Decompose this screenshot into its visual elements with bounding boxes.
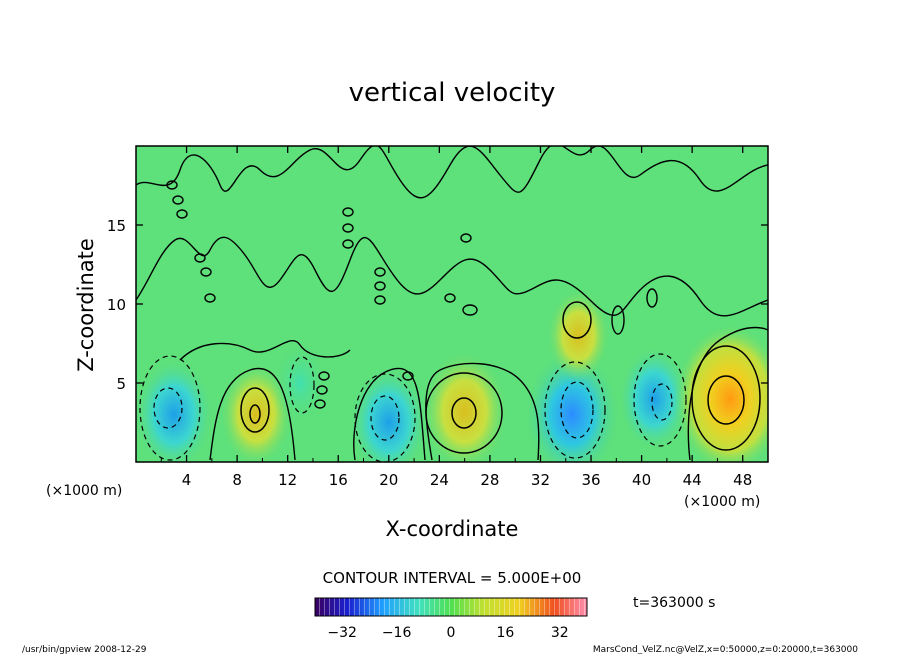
x-tick-label: 16 [329, 471, 348, 489]
x-tick-label: 4 [182, 471, 192, 489]
contour-islands [166, 180, 658, 409]
w-downdraft-patch [272, 340, 329, 426]
y-tick-label: 15 [107, 217, 126, 235]
time-label: t=363000 s [633, 595, 715, 611]
w-downdraft-patch [348, 365, 429, 462]
x-tick-label: 48 [733, 471, 752, 489]
y-axis: 5 10 15 [107, 217, 768, 393]
x-tick-label: 20 [379, 471, 398, 489]
x-tick-label: 24 [430, 471, 449, 489]
x-unit-left: (×1000 m) [46, 483, 122, 499]
contour-interval-label: CONTOUR INTERVAL = 5.000E+00 [323, 569, 582, 587]
x-tick-label: 32 [531, 471, 550, 489]
solid-contours [240, 301, 761, 454]
w-downdraft-patch [617, 346, 691, 452]
x-tick-label: 8 [232, 471, 242, 489]
x-tick-label: 40 [632, 471, 651, 489]
x-tick-label: 28 [480, 471, 499, 489]
footer-right: MarsCond_VelZ.nc@VelZ,x=0:50000,z=0:2000… [593, 645, 858, 654]
colorbar-tick-label: 16 [496, 625, 514, 641]
colorbar-tick-label: −16 [382, 625, 412, 641]
x-axis: 4 8 12 16 20 24 28 32 36 40 44 48 [160, 146, 752, 489]
dashed-contours [139, 353, 687, 462]
colorbar-tick-label: −32 [327, 625, 357, 641]
w-downdraft-patch [136, 357, 214, 462]
x-tick-label: 12 [278, 471, 297, 489]
footer-left: /usr/bin/gpview 2008-12-29 [22, 645, 147, 654]
colorbar-tick-label: 0 [447, 625, 456, 641]
x-tick-label: 44 [683, 471, 702, 489]
x-axis-label: X-coordinate [386, 517, 519, 541]
y-tick-label: 10 [107, 296, 126, 314]
chart-title: vertical velocity [349, 78, 556, 108]
x-tick-label: 36 [581, 471, 600, 489]
w-downdraft-patch [523, 347, 621, 462]
colorbar: −32 −16 0 16 32 [314, 597, 588, 641]
y-axis-label: Z-coordinate [74, 238, 98, 372]
y-tick-label: 5 [116, 375, 126, 393]
w-updraft-patch [421, 350, 509, 462]
plot-area [136, 146, 768, 462]
colorbar-tick-label: 32 [551, 625, 569, 641]
w-updraft-patch [546, 288, 611, 383]
x-unit-right: (×1000 m) [684, 494, 760, 510]
